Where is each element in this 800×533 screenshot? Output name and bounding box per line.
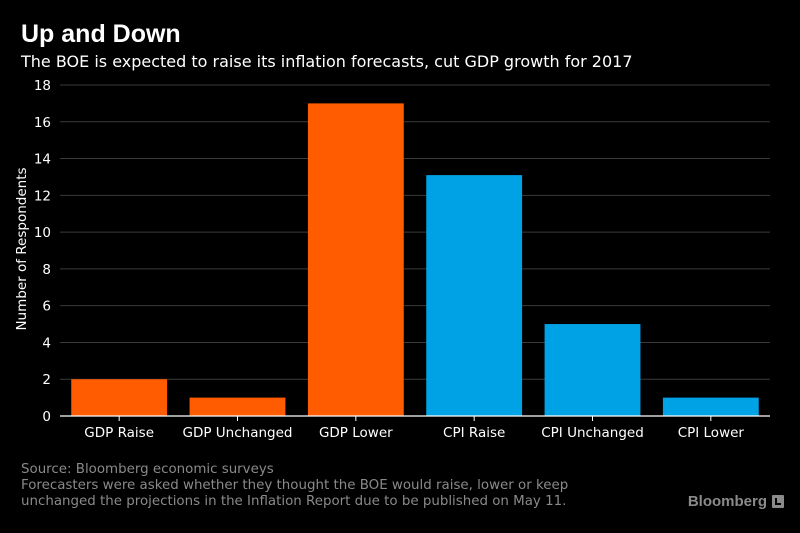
bloomberg-logo: Bloomberg bbox=[688, 493, 784, 510]
y-tick-label: 0 bbox=[42, 409, 51, 425]
y-tick-label: 12 bbox=[34, 188, 51, 204]
gridlines bbox=[60, 84, 770, 380]
chart-footer: Source: Bloomberg economic surveys Forec… bbox=[21, 462, 568, 510]
bar-gdp-unchanged bbox=[189, 397, 286, 416]
x-tick-label: GDP Unchanged bbox=[183, 425, 293, 441]
bar-gdp-lower bbox=[307, 103, 404, 416]
x-tick-label: GDP Lower bbox=[319, 425, 393, 441]
x-axis-ticks: GDP Raise GDP Unchanged GDP Lower CPI Raise… bbox=[84, 416, 744, 441]
bar-cpi-raise bbox=[426, 175, 523, 416]
y-tick-label: 2 bbox=[42, 372, 51, 388]
y-tick-label: 10 bbox=[34, 225, 51, 241]
bar-gdp-raise bbox=[71, 379, 168, 416]
methodology-note-line-1: Forecasters were asked whether they thou… bbox=[21, 478, 569, 493]
chart-title: Up and Down bbox=[21, 20, 181, 48]
y-tick-label: 16 bbox=[34, 115, 51, 131]
y-axis-label: Number of Respondents bbox=[14, 167, 30, 330]
bloomberg-terminal-icon bbox=[772, 495, 784, 508]
x-tick-label: CPI Raise bbox=[443, 425, 505, 441]
bar-cpi-unchanged bbox=[544, 324, 641, 416]
y-tick-label: 6 bbox=[42, 299, 51, 315]
chart-subtitle: The BOE is expected to raise its inflati… bbox=[21, 52, 633, 71]
y-tick-label: 4 bbox=[42, 335, 51, 351]
methodology-note-line-2: unchanged the projections in the Inflati… bbox=[21, 494, 567, 509]
x-tick-label: GDP Raise bbox=[84, 425, 154, 441]
y-axis-ticks: 0 2 4 6 8 10 12 14 16 18 bbox=[34, 78, 51, 425]
brand-name: Bloomberg bbox=[687, 493, 767, 510]
y-tick-label: 18 bbox=[34, 78, 51, 94]
y-tick-label: 8 bbox=[42, 262, 51, 278]
source-note: Source: Bloomberg economic surveys bbox=[21, 462, 274, 477]
bar-cpi-lower bbox=[662, 397, 759, 416]
bars bbox=[71, 103, 759, 416]
x-tick-label: CPI Unchanged bbox=[541, 425, 644, 441]
x-tick-label: CPI Lower bbox=[678, 425, 745, 441]
y-tick-label: 14 bbox=[34, 152, 51, 168]
